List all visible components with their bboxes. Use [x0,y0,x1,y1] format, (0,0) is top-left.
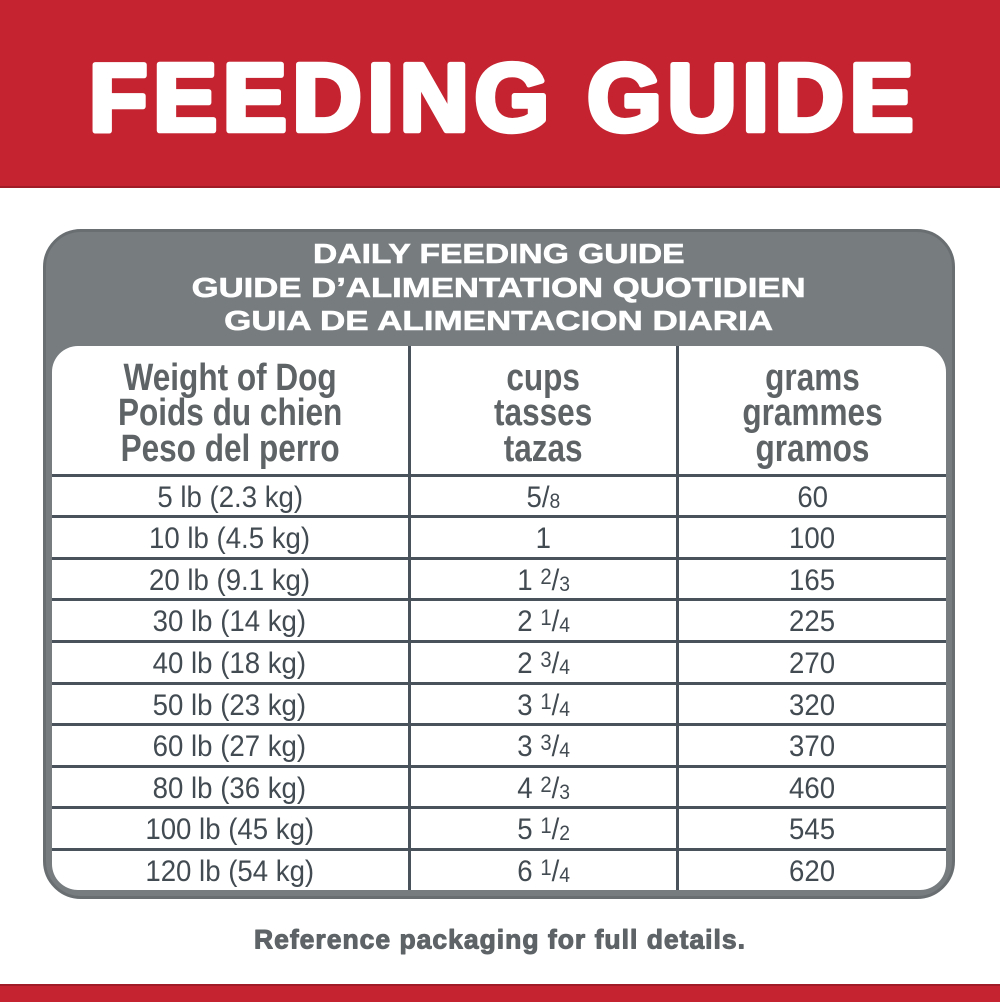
svg-text:FEEDING GUIDE: FEEDING GUIDE [89,45,919,152]
svg-text:Reference packaging for full d: Reference packaging for full details. [254,925,746,955]
